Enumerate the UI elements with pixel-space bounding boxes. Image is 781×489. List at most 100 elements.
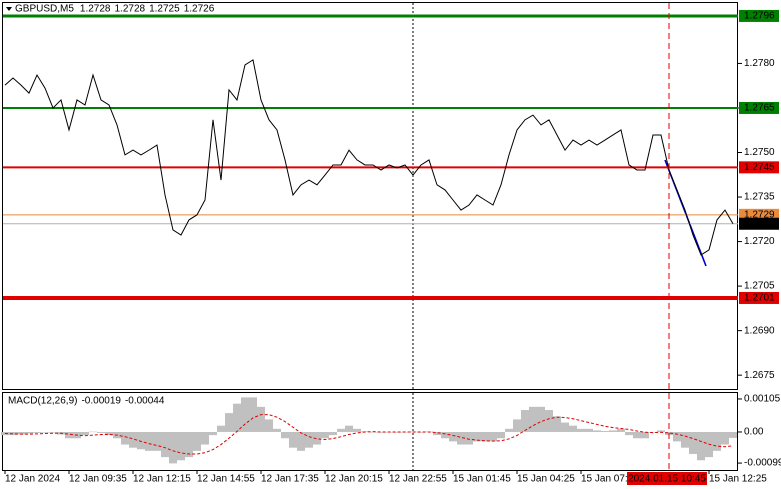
y-tick-label: 1.2750	[744, 147, 775, 158]
macd-bar	[513, 419, 521, 432]
macd-bar	[145, 431, 153, 451]
macd-bar	[681, 431, 689, 448]
level-label: 1.2796	[744, 11, 775, 22]
macd-bar	[609, 430, 617, 432]
level-label: 1.2765	[744, 103, 775, 114]
macd-bar	[97, 431, 105, 433]
y-tick-label: 0.00105	[744, 394, 781, 405]
x-tick-label: 12 Jan 20:15	[325, 474, 383, 485]
macd-bar	[33, 431, 41, 433]
macd-bar	[481, 431, 489, 442]
ohlc-value: 1.2726	[184, 4, 215, 15]
macd-bar	[393, 431, 401, 433]
macd-value: -0.00019	[81, 396, 121, 407]
macd-bar	[41, 431, 49, 433]
macd-bar	[217, 425, 225, 432]
y-tick-label: 1.2735	[744, 192, 775, 203]
level-label-box	[739, 161, 779, 174]
macd-bar	[369, 431, 377, 433]
macd-bar	[289, 431, 297, 448]
macd-bar	[337, 428, 345, 432]
macd-bar	[273, 428, 281, 432]
signal-value: -0.00044	[125, 396, 165, 407]
macd-bar	[633, 431, 641, 439]
macd-bar	[729, 431, 737, 438]
macd-bar	[121, 431, 129, 445]
macd-panel	[2, 392, 738, 471]
level-label: 1.2745	[744, 162, 775, 173]
macd-bar	[17, 431, 25, 435]
macd-bar	[281, 431, 289, 439]
macd-bar	[241, 397, 249, 432]
macd-bar	[49, 431, 57, 433]
x-tick-label: 15 Jan 07:05	[581, 474, 639, 485]
price-line	[4, 59, 734, 256]
macd-bar	[497, 431, 505, 439]
x-tick-label: 15 Jan 01:45	[453, 474, 511, 485]
signal-line	[4, 414, 734, 455]
macd-bar	[377, 431, 385, 433]
x-tick-label: 12 Jan 2024	[5, 474, 60, 485]
macd-bar	[697, 431, 705, 461]
macd-bar	[137, 431, 145, 450]
level-label: 1.2701	[744, 293, 775, 304]
macd-bar	[209, 431, 217, 436]
level-label-box	[739, 291, 779, 304]
macd-bar	[521, 409, 529, 432]
y-tick-label: 1.2780	[744, 58, 775, 69]
macd-bar	[505, 428, 513, 432]
crosshair-label-box	[627, 472, 707, 485]
macd-bar	[105, 431, 113, 436]
ohlc-value: 1.2728	[115, 4, 146, 15]
bid-label-box	[739, 217, 779, 230]
level-label-box	[739, 101, 779, 114]
macd-bar	[489, 431, 497, 442]
macd-bar	[65, 431, 73, 439]
macd-bar	[441, 431, 449, 439]
y-tick-label: 1.2690	[744, 325, 775, 336]
macd-bar	[177, 431, 185, 461]
macd-bar	[593, 430, 601, 432]
macd-bar	[265, 419, 273, 432]
macd-bar	[449, 431, 457, 442]
macd-bar	[81, 431, 89, 436]
level-label: 1.2729	[744, 209, 775, 220]
macd-bar	[89, 431, 97, 433]
macd-bar	[457, 431, 465, 445]
macd-bar	[225, 413, 233, 432]
y-tick-label: 0.00	[744, 427, 764, 438]
macd-bar	[585, 428, 593, 432]
macd-bar	[545, 409, 553, 432]
macd-bar	[201, 431, 209, 445]
y-tick-label: -0.00099	[744, 458, 781, 469]
symbol-title: GBPUSD,M5	[15, 4, 74, 15]
x-tick-label: 12 Jan 09:35	[69, 474, 127, 485]
ohlc-value: 1.2728	[80, 4, 111, 15]
macd-bar	[329, 431, 337, 436]
y-tick-label: 1.2675	[744, 370, 775, 381]
macd-bar	[473, 431, 481, 442]
macd-bar	[721, 431, 729, 445]
macd-bar	[601, 431, 609, 432]
macd-bar	[553, 416, 561, 432]
macd-bar	[169, 431, 177, 464]
x-tick-label: 12 Jan 17:35	[261, 474, 319, 485]
macd-bar	[313, 431, 321, 445]
macd-bar	[305, 431, 313, 448]
macd-bar	[617, 428, 625, 432]
macd-bar	[321, 431, 329, 439]
macd-bar	[161, 431, 169, 458]
macd-bar	[297, 431, 305, 451]
price-panel	[2, 2, 738, 390]
macd-bar	[713, 431, 721, 451]
macd-bar	[345, 425, 353, 432]
macd-bar	[465, 431, 473, 445]
macd-bar	[417, 431, 425, 433]
macd-bar	[185, 431, 193, 458]
x-tick-label: 15 Jan 04:25	[517, 474, 575, 485]
menu-arrow	[6, 7, 12, 11]
macd-bar	[249, 397, 257, 432]
ohlc-value: 1.2725	[149, 4, 180, 15]
macd-bar	[657, 430, 665, 432]
